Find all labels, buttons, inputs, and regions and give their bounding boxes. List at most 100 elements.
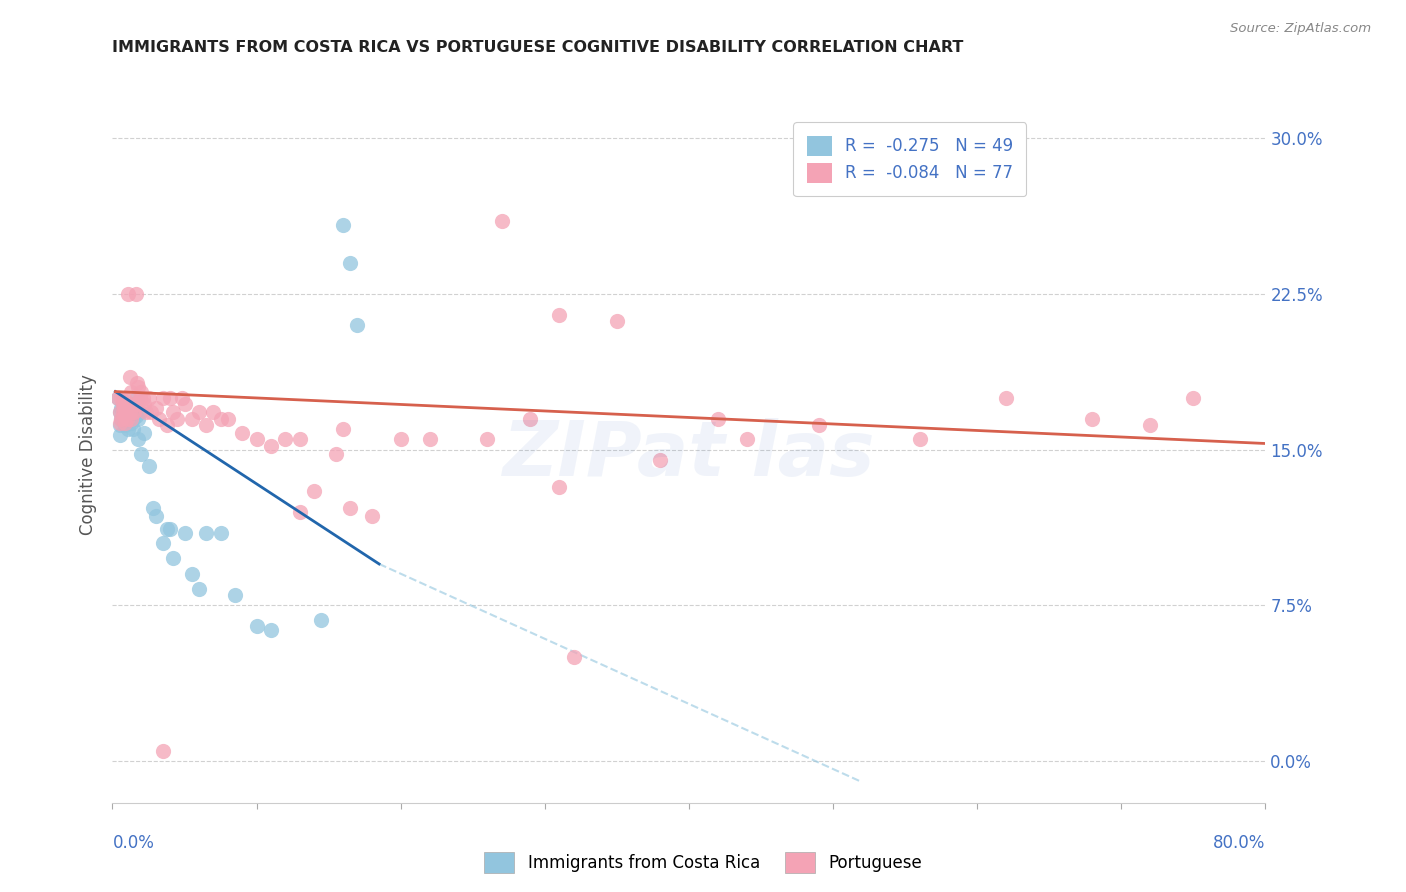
Point [122,405,145,419]
Point [120,405,142,419]
Point [173,525,195,540]
Point [128,405,150,419]
Point [180,567,202,582]
Point [121,405,143,419]
Point [114,417,136,432]
Point [111,405,134,419]
Point [346,318,368,332]
Point [519,411,541,425]
Point [110,391,132,405]
Point [162,405,184,419]
Text: 80.0%: 80.0% [1213,834,1265,852]
Point [127,411,149,425]
Point [339,500,361,515]
Point [107,391,129,405]
Text: ZIPat las: ZIPat las [502,418,876,491]
Point [110,411,132,425]
Point [120,384,142,399]
Point [274,433,297,447]
Point [217,411,239,425]
Point [145,509,167,524]
Point [209,525,232,540]
Point [118,405,141,419]
Y-axis label: Cognitive Disability: Cognitive Disability [79,375,97,535]
Point [115,416,138,430]
Point [135,405,157,419]
Point [224,588,246,602]
Point [173,397,195,411]
Point [110,411,132,425]
Point [1182,391,1205,405]
Point [288,433,311,447]
Point [134,426,156,441]
Point [304,484,326,499]
Point [475,433,498,447]
Point [117,287,139,301]
Point [121,422,143,436]
Point [260,624,283,638]
Point [245,433,267,447]
Point [125,397,148,411]
Point [325,447,347,461]
Point [195,417,218,432]
Point [114,401,136,416]
Point [118,401,141,416]
Point [118,408,141,422]
Point [112,405,135,419]
Point [202,405,225,419]
Point [117,422,139,436]
Point [188,405,211,419]
Point [129,447,153,461]
Point [114,405,136,419]
Legend: Immigrants from Costa Rica, Portuguese: Immigrants from Costa Rica, Portuguese [478,846,928,880]
Point [127,433,149,447]
Point [1081,411,1104,425]
Point [108,416,131,430]
Point [606,314,628,328]
Point [491,214,513,228]
Point [111,397,134,411]
Point [156,417,179,432]
Point [548,480,571,494]
Point [128,391,150,405]
Point [134,397,156,411]
Point [120,416,142,430]
Point [141,405,163,419]
Point [107,391,129,405]
Point [132,391,155,405]
Point [118,370,141,384]
Point [152,536,174,550]
Point [122,397,145,411]
Point [209,411,232,425]
Point [127,380,149,394]
Text: IMMIGRANTS FROM COSTA RICA VS PORTUGUESE COGNITIVE DISABILITY CORRELATION CHART: IMMIGRANTS FROM COSTA RICA VS PORTUGUESE… [112,40,965,55]
Point [108,405,131,419]
Point [807,417,830,432]
Point [159,522,181,536]
Point [122,397,145,411]
Point [108,405,131,419]
Point [124,409,146,424]
Point [162,550,184,565]
Point [111,397,134,411]
Text: 0.0%: 0.0% [112,834,155,852]
Point [706,411,728,425]
Legend: R =  -0.275   N = 49, R =  -0.084   N = 77: R = -0.275 N = 49, R = -0.084 N = 77 [793,122,1026,196]
Point [121,411,143,425]
Point [124,401,146,416]
Point [138,459,160,474]
Point [124,287,146,301]
Point [389,433,412,447]
Text: Source: ZipAtlas.com: Source: ZipAtlas.com [1230,22,1371,36]
Point [170,391,193,405]
Point [311,613,333,627]
Point [195,525,218,540]
Point [145,401,167,416]
Point [288,505,311,519]
Point [332,422,354,436]
Point [562,650,585,665]
Point [152,391,174,405]
Point [138,391,160,405]
Point [332,219,354,233]
Point [231,426,253,441]
